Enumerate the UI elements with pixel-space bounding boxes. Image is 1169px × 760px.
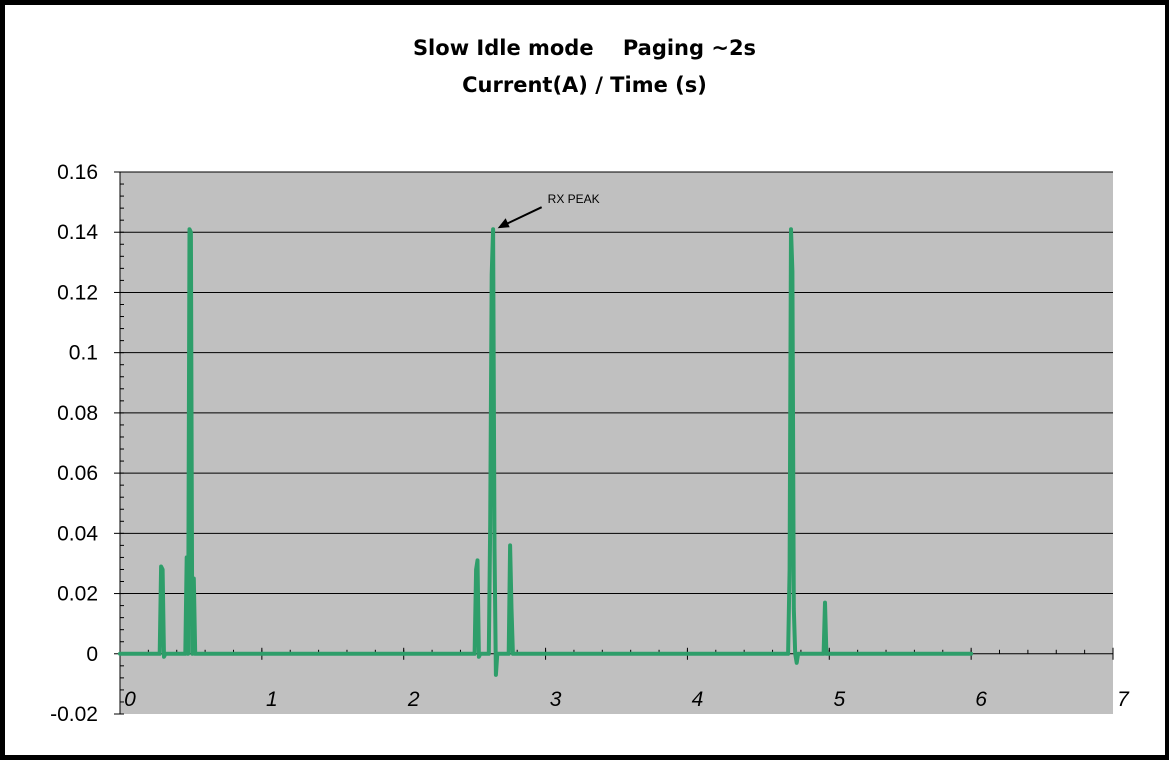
x-tick-label-4: 4 [692,688,704,711]
annotations: RX PEAK [497,192,600,229]
x-tick-label-0: 0 [124,688,136,711]
chart-title: Slow Idle mode Paging ~2s [412,36,757,60]
y-tick-label-2: 0.12 [57,281,98,304]
series-line-0 [118,227,974,677]
y-tick-label-6: 0.04 [57,522,98,545]
x-tick-label-5: 5 [833,688,845,711]
chart-subtitle: Current(A) / Time (s) [462,73,707,97]
y-tick-label-0: 0.16 [57,161,98,184]
y-tick-label-3: 0.1 [69,342,98,365]
annotation-arrow-line-0 [501,206,543,228]
plot-area [120,172,1113,714]
y-tick-label-5: 0.06 [57,462,98,485]
x-tick-label-7: 7 [1117,688,1130,711]
x-tick-label-1: 1 [266,688,278,711]
x-tick-label-2: 2 [407,688,420,711]
annotation-label-0: RX PEAK [548,192,600,206]
y-tick-label-8: 0 [86,643,98,666]
series-group [118,227,974,677]
y-tick-label-4: 0.08 [57,402,98,425]
y-tick-label-1: 0.14 [57,221,98,244]
y-tick-label-9: -0.02 [50,703,98,726]
y-tick-label-7: 0.02 [57,583,98,606]
x-tick-label-3: 3 [550,688,562,711]
x-tick-label-6: 6 [975,688,987,711]
grid-lines [120,171,1113,595]
y-tick-labels: 0.16 0.14 0.12 0.1 0.08 0.06 0.04 0.02 0 -0.02 [50,161,98,726]
annotation-arrow-head-0 [497,218,510,229]
x-tick-labels: 0 1 2 3 4 5 6 7 [124,688,1130,711]
